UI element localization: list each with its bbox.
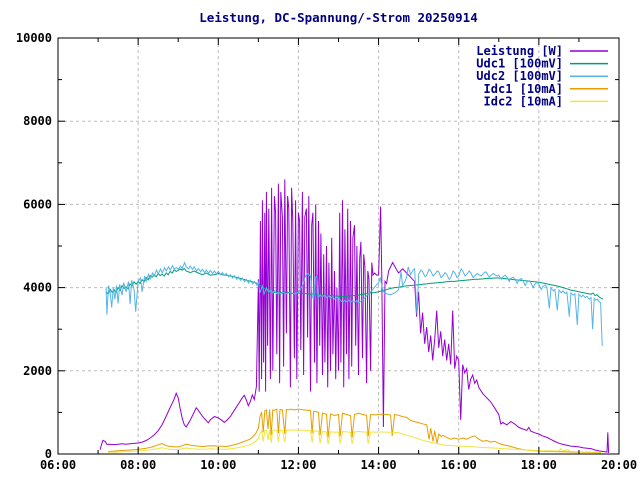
series-line-idc1	[108, 408, 602, 454]
y-tick-label: 0	[45, 447, 52, 461]
y-tick-label: 10000	[16, 31, 52, 45]
y-tick-label: 6000	[23, 197, 52, 211]
y-tick-label: 4000	[23, 281, 52, 295]
x-tick-label: 16:00	[441, 458, 477, 472]
x-tick-label: 14:00	[361, 458, 397, 472]
legend-label-idc1: Idc1 [10mA]	[484, 82, 563, 96]
chart-title: Leistung, DC-Spannung/-Strom 20250914	[199, 10, 477, 25]
x-tick-label: 08:00	[120, 458, 156, 472]
x-tick-label: 10:00	[200, 458, 236, 472]
legend-label-leistung: Leistung [W]	[476, 44, 563, 58]
y-tick-label: 2000	[23, 364, 52, 378]
legend-label-idc2: Idc2 [10mA]	[484, 94, 563, 108]
series-line-idc2	[108, 429, 602, 453]
x-tick-label: 20:00	[601, 458, 637, 472]
legend-label-udc2: Udc2 [100mV]	[476, 69, 563, 83]
y-tick-label: 8000	[23, 114, 52, 128]
series-line-udc2	[105, 261, 603, 346]
series-line-leistung	[99, 179, 610, 454]
x-tick-label: 18:00	[521, 458, 557, 472]
legend-label-udc1: Udc1 [100mV]	[476, 57, 563, 71]
x-tick-label: 12:00	[280, 458, 316, 472]
x-tick-label: 06:00	[40, 458, 76, 472]
